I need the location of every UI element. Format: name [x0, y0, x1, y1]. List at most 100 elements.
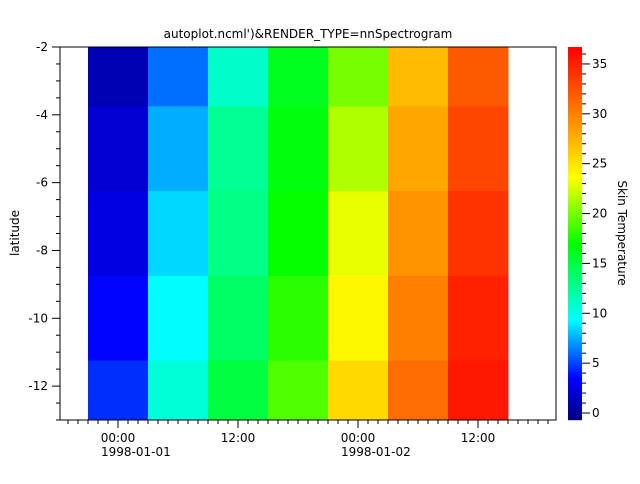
colorbar-segment	[568, 262, 582, 264]
colorbar: 0 5 10 15 20 25 30 35	[568, 47, 607, 421]
colorbar-segment	[568, 170, 582, 172]
colorbar-segment	[568, 127, 582, 129]
colorbar-segment	[568, 139, 582, 141]
x-tick-label: 12:00	[221, 431, 256, 445]
colorbar-segment	[568, 275, 582, 277]
colorbar-segment	[568, 86, 582, 88]
colorbar-segment	[568, 177, 582, 179]
heatmap-cell	[268, 275, 329, 362]
colorbar-segment	[568, 148, 582, 150]
colorbar-segment	[568, 92, 582, 94]
colorbar-segment	[568, 115, 582, 117]
colorbar-tick-label: 0	[592, 406, 600, 420]
heatmap-cell	[328, 191, 389, 277]
colorbar-segment	[568, 112, 582, 114]
colorbar-segment	[568, 305, 582, 307]
colorbar-segment	[568, 242, 582, 244]
heatmap-cell	[268, 47, 329, 107]
colorbar-segment	[568, 327, 582, 329]
colorbar-segment	[568, 279, 582, 281]
colorbar-segment	[568, 291, 582, 293]
colorbar-segment	[568, 95, 582, 97]
colorbar-segment	[568, 248, 582, 250]
colorbar-segment	[568, 363, 582, 365]
colorbar-segment	[568, 276, 582, 278]
colorbar-segment	[568, 284, 582, 286]
colorbar-segment	[568, 201, 582, 203]
colorbar-segment	[568, 417, 582, 419]
colorbar-segment	[568, 84, 582, 86]
colorbar-segment	[568, 117, 582, 119]
colorbar-segment	[568, 343, 582, 345]
colorbar-segment	[568, 246, 582, 248]
colorbar-segment	[568, 176, 582, 178]
colorbar-segment	[568, 94, 582, 96]
colorbar-segment	[568, 55, 582, 57]
colorbar-segment	[568, 399, 582, 401]
colorbar-segment	[568, 371, 582, 373]
colorbar-segment	[568, 209, 582, 211]
colorbar-segment	[568, 156, 582, 158]
colorbar-segment	[568, 249, 582, 251]
colorbar-segment	[568, 121, 582, 123]
colorbar-segment	[568, 364, 582, 366]
colorbar-segment	[568, 321, 582, 323]
colorbar-segment	[568, 171, 582, 173]
colorbar-segment	[568, 111, 582, 113]
colorbar-segment	[568, 234, 582, 236]
colorbar-segment	[568, 83, 582, 85]
colorbar-segment	[568, 295, 582, 297]
colorbar-segment	[568, 199, 582, 201]
colorbar-segment	[568, 393, 582, 395]
colorbar-segment	[568, 334, 582, 336]
colorbar-segment	[568, 129, 582, 131]
colorbar-segment	[568, 367, 582, 369]
colorbar-segment	[568, 64, 582, 66]
heatmap-cell	[328, 47, 389, 107]
colorbar-segment	[568, 238, 582, 240]
colorbar-segment	[568, 326, 582, 328]
colorbar-segment	[568, 93, 582, 95]
colorbar-segment	[568, 231, 582, 233]
colorbar-segment	[568, 311, 582, 313]
colorbar-segment	[568, 356, 582, 358]
colorbar-segment	[568, 409, 582, 411]
colorbar-segment	[568, 232, 582, 234]
colorbar-segment	[568, 159, 582, 161]
colorbar-segment	[568, 160, 582, 162]
colorbar-segment	[568, 328, 582, 330]
colorbar-segment	[568, 374, 582, 376]
colorbar-segment	[568, 361, 582, 363]
colorbar-segment	[568, 385, 582, 387]
colorbar-segment	[568, 206, 582, 208]
heatmap-cell	[268, 106, 329, 192]
colorbar-segment	[568, 283, 582, 285]
colorbar-segment	[568, 221, 582, 223]
colorbar-segment	[568, 403, 582, 405]
colorbar-segment	[568, 270, 582, 272]
colorbar-segment	[568, 66, 582, 68]
colorbar-segment	[568, 204, 582, 206]
colorbar-segment	[568, 263, 582, 265]
colorbar-segment	[568, 184, 582, 186]
colorbar-segment	[568, 271, 582, 273]
colorbar-segment	[568, 65, 582, 67]
heatmap-cell	[388, 360, 449, 421]
x-tick-label: 00:00	[341, 431, 376, 445]
colorbar-segment	[568, 219, 582, 221]
colorbar-segment	[568, 96, 582, 98]
colorbar-segment	[568, 302, 582, 304]
colorbar-segment	[568, 60, 582, 62]
x-tick-date-label: 1998-01-02	[341, 445, 411, 459]
colorbar-segment	[568, 179, 582, 181]
heatmap-cell	[388, 106, 449, 192]
colorbar-segment	[568, 255, 582, 257]
colorbar-segment	[568, 256, 582, 258]
colorbar-segment	[568, 150, 582, 152]
colorbar-segment	[568, 224, 582, 226]
heatmap-cell	[448, 275, 509, 362]
colorbar-segment	[568, 378, 582, 380]
colorbar-segment	[568, 247, 582, 249]
colorbar-segment	[568, 167, 582, 169]
heatmap-cell	[208, 106, 269, 192]
